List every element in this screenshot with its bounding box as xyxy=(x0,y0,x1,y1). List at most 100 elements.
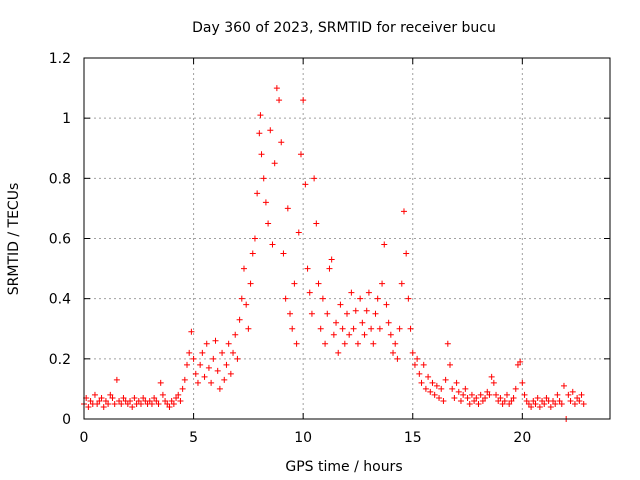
data-point xyxy=(341,340,348,347)
data-point xyxy=(560,382,567,389)
data-point xyxy=(260,175,267,182)
data-point xyxy=(346,331,353,338)
data-point xyxy=(225,340,232,347)
y-tick-label: 1.2 xyxy=(49,51,71,67)
data-point xyxy=(528,403,535,410)
data-point xyxy=(335,349,342,356)
data-point xyxy=(240,265,247,272)
data-point xyxy=(499,400,506,407)
data-point xyxy=(576,397,583,404)
data-point xyxy=(238,295,245,302)
data-point xyxy=(111,400,118,407)
data-point xyxy=(460,391,467,398)
data-point xyxy=(243,301,250,308)
data-point xyxy=(403,250,410,257)
data-point xyxy=(113,376,120,383)
data-point xyxy=(392,340,399,347)
data-point xyxy=(245,325,252,332)
data-point xyxy=(416,370,423,377)
data-point xyxy=(328,256,335,263)
data-point xyxy=(471,397,478,404)
data-point xyxy=(571,400,578,407)
data-point xyxy=(146,397,153,404)
chart-title: Day 360 of 2023, SRMTID for receiver buc… xyxy=(192,20,496,36)
x-tick-label: 15 xyxy=(404,430,422,446)
data-point xyxy=(184,361,191,368)
data-point xyxy=(449,385,456,392)
data-point xyxy=(425,373,432,380)
data-point xyxy=(330,331,337,338)
data-point xyxy=(164,400,171,407)
data-point xyxy=(365,289,372,296)
data-point xyxy=(442,376,449,383)
data-point xyxy=(151,394,158,401)
data-point xyxy=(214,367,221,374)
data-point xyxy=(517,358,524,365)
data-point xyxy=(91,391,98,398)
data-point xyxy=(352,307,359,314)
data-point xyxy=(177,397,184,404)
data-point xyxy=(433,382,440,389)
y-tick-label: 1 xyxy=(62,111,71,127)
data-point xyxy=(291,280,298,287)
data-point xyxy=(287,310,294,317)
data-point xyxy=(385,319,392,326)
data-point xyxy=(567,397,574,404)
data-point xyxy=(221,376,228,383)
data-point xyxy=(552,400,559,407)
data-point xyxy=(521,391,528,398)
data-point xyxy=(357,295,364,302)
data-point xyxy=(267,127,274,134)
data-point xyxy=(236,316,243,323)
data-point xyxy=(295,229,302,236)
data-point xyxy=(420,361,427,368)
data-point xyxy=(96,397,103,404)
data-point xyxy=(317,325,324,332)
data-point xyxy=(381,241,388,248)
data-point xyxy=(273,85,280,92)
data-point xyxy=(155,400,162,407)
data-point xyxy=(131,394,138,401)
data-point xyxy=(159,391,166,398)
data-point xyxy=(493,391,500,398)
data-point xyxy=(276,97,283,104)
data-point xyxy=(315,280,322,287)
grid xyxy=(84,58,610,419)
data-point xyxy=(87,397,94,404)
data-point xyxy=(210,355,217,362)
data-point xyxy=(333,319,340,326)
data-point xyxy=(313,220,320,227)
data-point xyxy=(302,181,309,188)
data-point xyxy=(326,265,333,272)
x-tick-label: 20 xyxy=(513,430,531,446)
y-tick-label: 0.2 xyxy=(49,352,71,368)
data-point xyxy=(148,400,155,407)
data-point xyxy=(530,397,537,404)
data-point xyxy=(109,394,116,401)
data-point xyxy=(227,370,234,377)
y-tick-label: 0 xyxy=(62,412,71,428)
data-point xyxy=(311,175,318,182)
data-point xyxy=(100,403,107,410)
data-point xyxy=(280,250,287,257)
data-point xyxy=(359,319,366,326)
data-point xyxy=(254,190,261,197)
data-point xyxy=(203,340,210,347)
data-point xyxy=(405,295,412,302)
data-point xyxy=(409,349,416,356)
data-point xyxy=(304,265,311,272)
data-point xyxy=(447,361,454,368)
data-point xyxy=(124,400,131,407)
data-point xyxy=(322,340,329,347)
data-point xyxy=(457,397,464,404)
data-point xyxy=(519,379,526,386)
data-point xyxy=(400,208,407,215)
data-point xyxy=(153,397,160,404)
data-point xyxy=(556,397,563,404)
data-point xyxy=(265,220,272,227)
data-point xyxy=(179,385,186,392)
data-point xyxy=(396,325,403,332)
data-point xyxy=(319,295,326,302)
data-point xyxy=(234,355,241,362)
data-point xyxy=(350,325,357,332)
